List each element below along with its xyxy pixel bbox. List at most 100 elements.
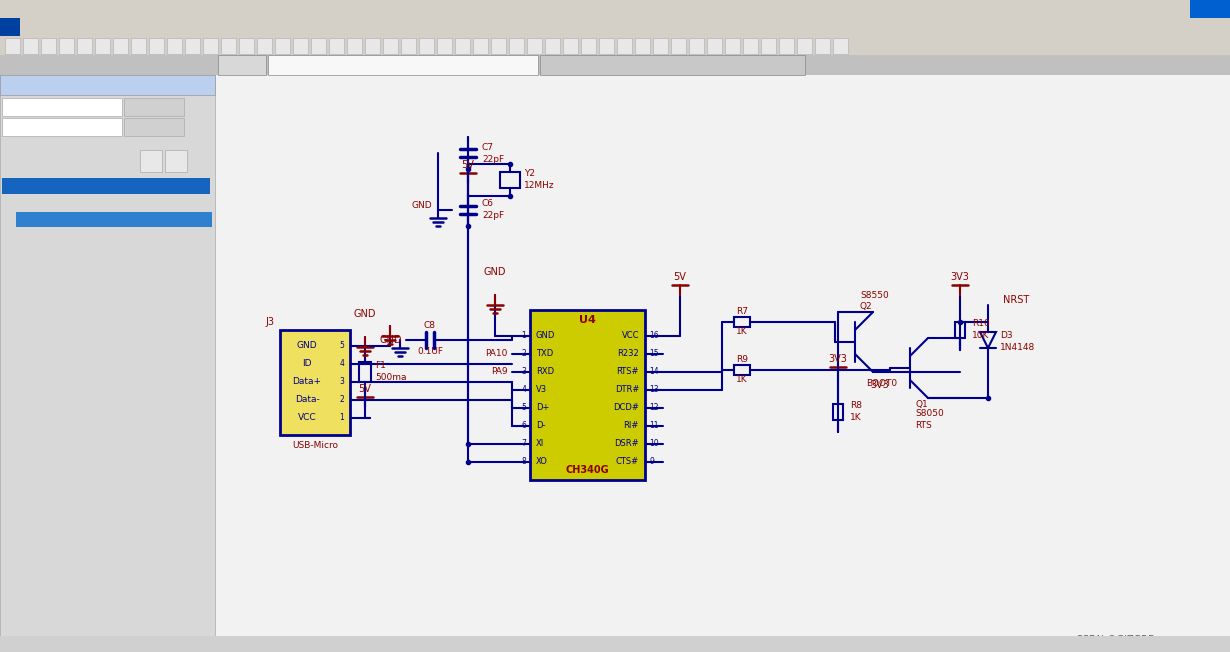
Text: 4: 4 (339, 359, 344, 368)
Text: PA9: PA9 (491, 368, 508, 376)
Text: 7: 7 (522, 439, 526, 449)
Text: GND: GND (380, 335, 402, 345)
Bar (347, 38, 362, 54)
Bar (707, 38, 722, 54)
Text: STM32F103C8T6 LQFP48最小: STM32F103C8T6 LQFP48最小 (4, 124, 95, 130)
Bar (501, 172, 520, 188)
Bar (474, 38, 488, 54)
Text: J3: J3 (266, 317, 274, 327)
Text: BOOT0: BOOT0 (866, 379, 897, 389)
Text: D3: D3 (1000, 331, 1012, 340)
Bar (239, 38, 255, 54)
Text: Data+: Data+ (293, 378, 321, 387)
Bar (1189, 0, 1230, 18)
Text: ■ STM32F103C8T6 LQFP4: ■ STM32F103C8T6 LQFP4 (20, 231, 121, 239)
Bar (276, 38, 290, 54)
Bar (2, 178, 210, 194)
Text: R8: R8 (850, 402, 862, 411)
Bar (215, 75, 1230, 652)
Bar (724, 38, 740, 54)
Bar (140, 150, 162, 172)
Text: 6: 6 (522, 421, 526, 430)
Bar (833, 38, 847, 54)
Text: ID: ID (303, 359, 311, 368)
Text: Workspace1.DsnWrk: Workspace1.DsnWrk (4, 102, 82, 111)
Text: PA10: PA10 (486, 349, 508, 359)
Text: C8: C8 (424, 321, 435, 331)
Bar (268, 55, 538, 75)
Text: D+: D+ (536, 404, 550, 413)
Text: Q2: Q2 (860, 301, 872, 310)
Bar (311, 38, 326, 54)
Text: DTR#: DTR# (615, 385, 640, 394)
Text: 2: 2 (522, 349, 526, 359)
Text: 0.1UF: 0.1UF (417, 348, 443, 357)
Text: CSDN @GJZGRB: CSDN @GJZGRB (1075, 635, 1155, 645)
Bar (815, 38, 830, 54)
Text: USB-Micro: USB-Micro (292, 441, 338, 449)
Text: Data-: Data- (295, 396, 320, 404)
Text: R232: R232 (617, 349, 640, 359)
Text: ⌂ Home: ⌂ Home (224, 61, 260, 70)
Bar (653, 38, 668, 54)
Text: ○ Structure Editor: ○ Structure Editor (75, 138, 151, 147)
Text: 3V3: 3V3 (829, 354, 847, 364)
Bar (734, 365, 750, 375)
Text: U4: U4 (578, 315, 595, 325)
Text: RI#: RI# (624, 421, 640, 430)
Bar (672, 38, 686, 54)
Bar (0, 0, 1230, 18)
Text: 5: 5 (522, 404, 526, 413)
Bar (563, 38, 578, 54)
Bar (0, 18, 20, 36)
Bar (23, 38, 38, 54)
Bar (2, 118, 122, 136)
Bar (132, 38, 146, 54)
Bar (545, 38, 560, 54)
Text: 3: 3 (339, 378, 344, 387)
Text: 15: 15 (649, 349, 658, 359)
Text: 4: 4 (522, 385, 526, 394)
Bar (124, 118, 184, 136)
Text: RXD: RXD (536, 368, 555, 376)
Text: ▷: ▷ (171, 155, 181, 168)
Text: ■ STM32F103C8T6 LQF: ■ STM32F103C8T6 LQF (16, 276, 107, 286)
Bar (328, 38, 344, 54)
Bar (833, 404, 843, 420)
Text: 9: 9 (649, 458, 654, 466)
Text: ■ STM32F103C8T6 LQFP48最小系统核心板.SchDoc: ■ STM32F103C8T6 LQFP48最小系统核心板.SchDoc (276, 61, 450, 70)
Text: D-: D- (536, 421, 545, 430)
Bar (635, 38, 649, 54)
Text: 3: 3 (522, 368, 526, 376)
Text: 1K: 1K (850, 413, 862, 422)
Text: GND: GND (412, 201, 432, 211)
Bar (734, 317, 750, 327)
Text: NRST: NRST (1002, 295, 1030, 305)
Text: 22pF: 22pF (482, 155, 504, 164)
Text: GND: GND (354, 309, 376, 319)
Bar (491, 38, 506, 54)
Text: ▼ PCB Library Documents: ▼ PCB Library Documents (6, 263, 109, 271)
Text: 1N4148: 1N4148 (1000, 344, 1036, 353)
Text: CTS#: CTS# (616, 458, 640, 466)
Text: 500ma: 500ma (375, 374, 406, 383)
Text: 1K: 1K (737, 327, 748, 336)
Bar (617, 38, 632, 54)
Text: 12MHz: 12MHz (524, 181, 555, 190)
Bar (779, 38, 795, 54)
Text: RTS#: RTS# (616, 368, 640, 376)
Bar (761, 38, 776, 54)
Text: GND: GND (483, 267, 507, 277)
Text: ■ STM32F103C8T6 LQFP48最小系统核心板.PcbDoc: ■ STM32F103C8T6 LQFP48最小系统核心板.PcbDoc (547, 61, 722, 70)
Text: 12: 12 (649, 404, 658, 413)
Text: 11: 11 (649, 421, 658, 430)
Text: RTS: RTS (915, 421, 932, 430)
Text: 3V3: 3V3 (871, 380, 889, 390)
Text: F1: F1 (375, 361, 386, 370)
Text: ▼■ STM32F103C8T6 LQFP4: ▼■ STM32F103C8T6 LQFP4 (6, 181, 117, 190)
Text: TXD: TXD (536, 349, 554, 359)
Bar (0, 75, 215, 652)
Bar (359, 362, 371, 382)
Text: CH340G: CH340G (566, 465, 609, 475)
Bar (95, 38, 109, 54)
